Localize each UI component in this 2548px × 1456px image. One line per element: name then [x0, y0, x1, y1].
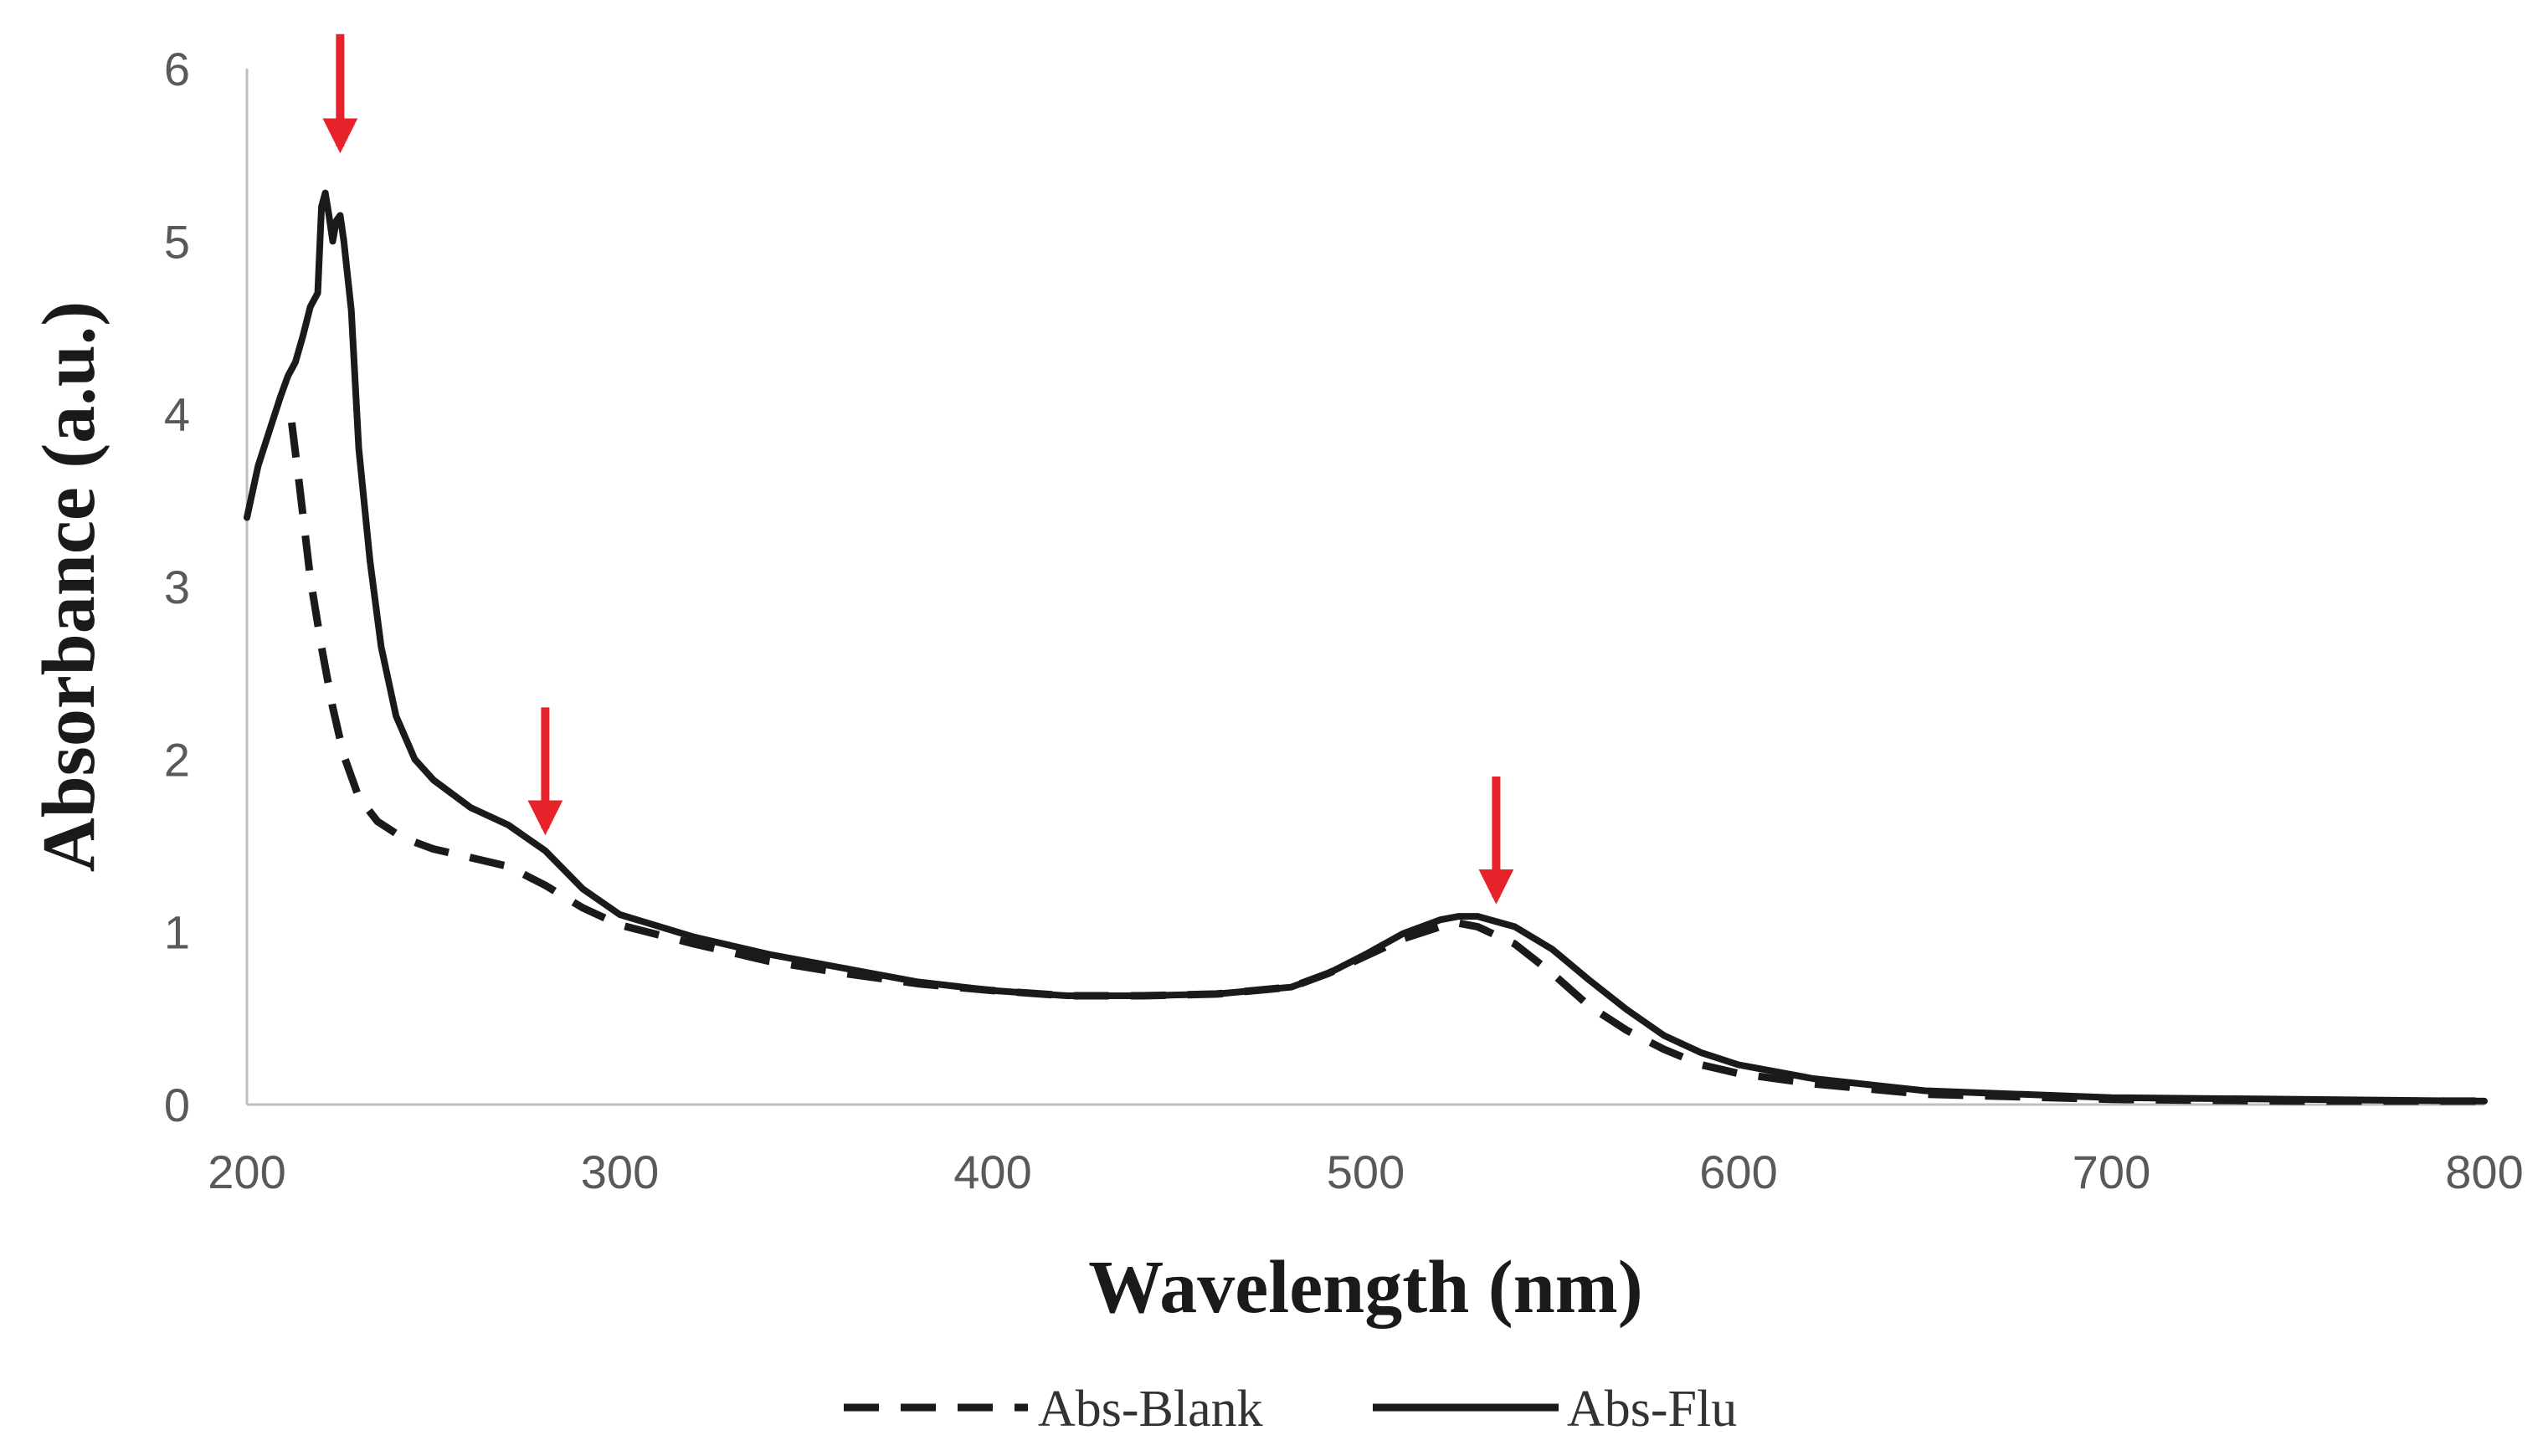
x-tick-label: 300 — [581, 1146, 659, 1198]
y-tick-labels: 0 1 2 3 4 5 6 — [164, 43, 190, 1131]
x-tick-label: 800 — [2445, 1146, 2523, 1198]
y-tick-label: 4 — [164, 388, 190, 441]
x-axis-title: Wavelength (nm) — [1088, 1246, 1642, 1329]
x-tick-label: 200 — [208, 1146, 285, 1198]
y-tick-label: 2 — [164, 733, 190, 786]
series-layer — [244, 189, 2488, 1105]
x-tick-label: 700 — [2073, 1146, 2150, 1198]
y-tick-label: 5 — [164, 215, 190, 268]
x-tick-labels: 200 300 400 500 600 700 800 — [208, 1146, 2523, 1198]
y-tick-label: 3 — [164, 561, 190, 613]
series-line-abs-blank — [288, 422, 2484, 1105]
x-tick-label: 400 — [953, 1146, 1031, 1198]
annotation-arrows — [322, 33, 1514, 905]
legend: Abs-Blank Abs-Flu — [844, 1381, 1737, 1438]
legend-label-abs-blank: Abs-Blank — [1038, 1381, 1263, 1438]
y-tick-label: 0 — [164, 1079, 190, 1131]
legend-label-abs-flu: Abs-Flu — [1567, 1381, 1737, 1438]
series-line-abs-flu — [244, 189, 2488, 1105]
x-tick-label: 500 — [1327, 1146, 1405, 1198]
y-tick-label: 6 — [164, 43, 190, 95]
y-axis-title: Absorbance (a.u.) — [28, 301, 110, 873]
x-tick-label: 600 — [1699, 1146, 1777, 1198]
y-tick-label: 1 — [164, 906, 190, 959]
